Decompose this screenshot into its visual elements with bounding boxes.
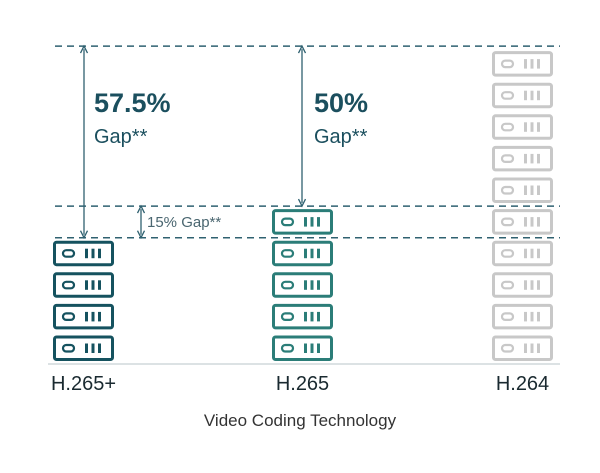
server-icon (53, 240, 114, 267)
server-icon (492, 335, 553, 361)
stack-h-265 (272, 209, 333, 361)
gap-text-label: Gap** (314, 126, 368, 148)
server-icon (272, 272, 333, 298)
gap-percent-label: 57.5% (94, 88, 171, 118)
server-icon (492, 240, 553, 267)
server-icon (492, 209, 553, 235)
small-gap-label: 15% Gap** (147, 214, 221, 231)
gap-arrow-h265-plus (79, 44, 89, 240)
server-icon (272, 240, 333, 267)
server-icon (492, 82, 553, 109)
server-icon (53, 272, 114, 298)
gap-percent-label: 50% (314, 88, 368, 118)
x-tick-label: H.265 (276, 373, 329, 395)
gap-arrow-h265 (297, 44, 307, 208)
server-icon (272, 303, 333, 330)
stack-h-264 (492, 51, 553, 361)
server-icon (492, 272, 553, 298)
server-icon (492, 114, 553, 140)
gap-arrow-small (136, 204, 146, 240)
x-tick-label: H.265+ (51, 373, 116, 395)
x-axis-label: Video Coding Technology (204, 411, 397, 430)
gap-text-label: Gap** (94, 126, 148, 148)
stack-h-265- (53, 240, 114, 361)
server-icon (272, 335, 333, 361)
server-icon (492, 51, 553, 77)
gap-annotations: 57.5% Gap** 50% Gap** 15% Gap** (79, 44, 368, 240)
server-icon (272, 209, 333, 235)
server-icon (492, 145, 553, 172)
x-tick-labels: H.265+ H.265 H.264 (51, 373, 549, 395)
server-icon (53, 303, 114, 330)
server-icon (53, 335, 114, 361)
server-stacks (53, 51, 553, 361)
server-icon (492, 177, 553, 203)
server-icon (492, 303, 553, 330)
gap-guides (55, 45, 560, 239)
x-tick-label: H.264 (496, 373, 549, 395)
